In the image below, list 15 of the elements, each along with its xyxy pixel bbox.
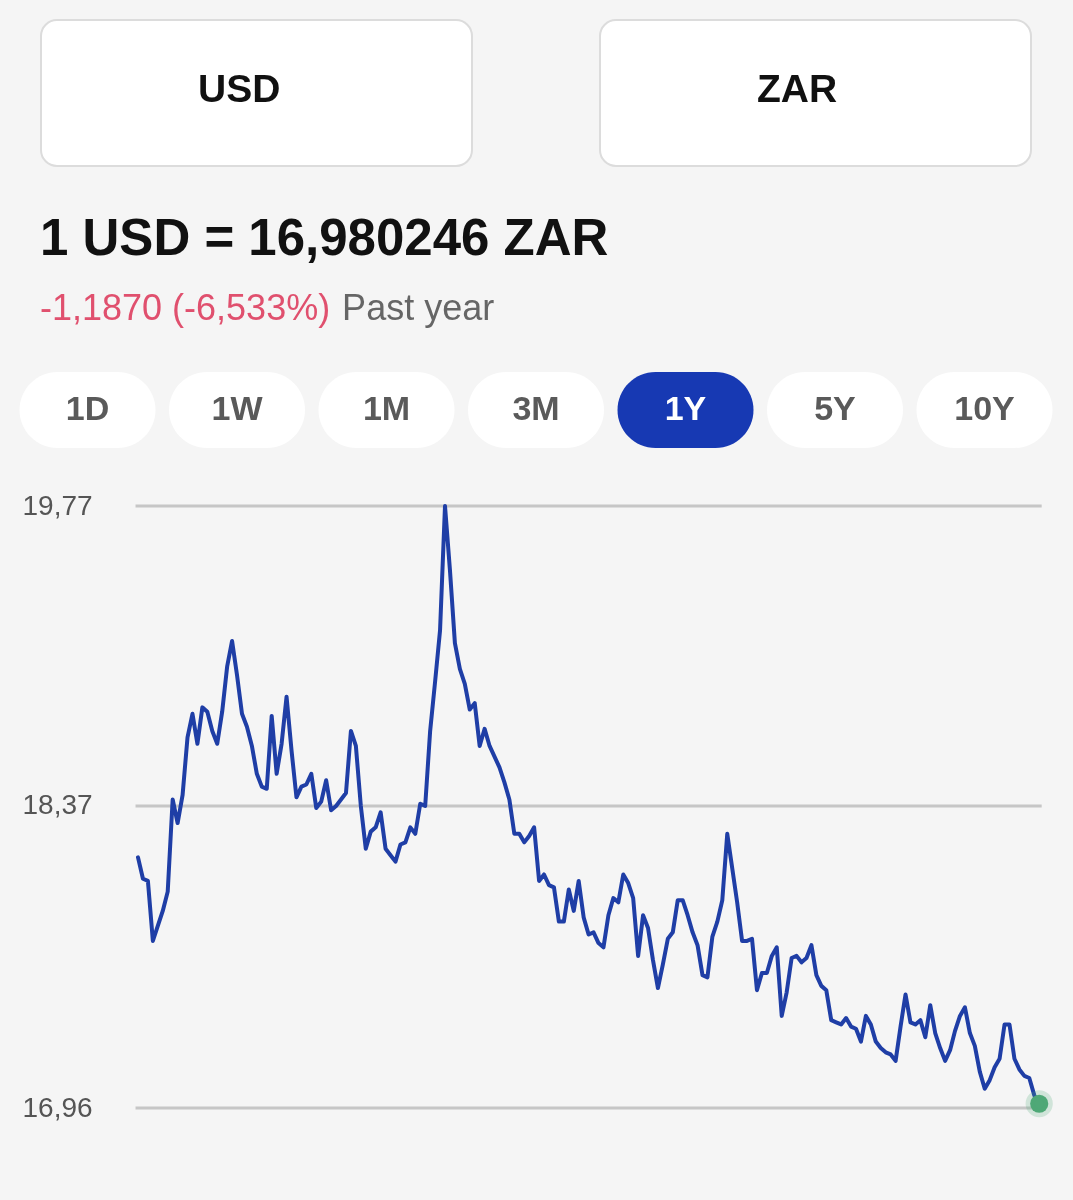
y-tick-label: 19,77 — [22, 489, 93, 521]
text: 1M — [362, 389, 411, 427]
y-tick-label: 16,96 — [22, 1091, 93, 1123]
text: 5Y — [814, 389, 857, 427]
text: 3M — [512, 389, 560, 427]
text: 1Y — [664, 389, 707, 427]
text: ZAR — [757, 67, 838, 110]
text: 10Y — [954, 389, 1016, 427]
text: Past year — [342, 287, 495, 328]
text: -1,1870 (-6,533%) — [40, 287, 331, 328]
y-tick-label: 18,37 — [22, 789, 93, 821]
text: USD — [198, 67, 281, 110]
chart-title: 1 USD = 16,980246 ZAR — [40, 209, 609, 266]
text: 1D — [65, 389, 110, 427]
text: 1W — [211, 389, 264, 427]
